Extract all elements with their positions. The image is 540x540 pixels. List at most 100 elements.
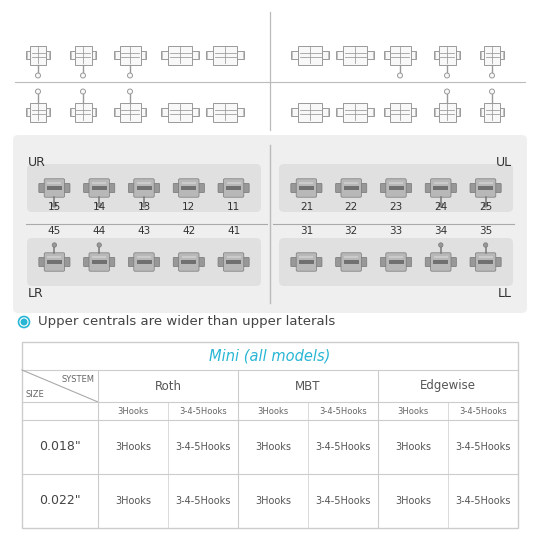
- FancyBboxPatch shape: [224, 253, 244, 271]
- FancyBboxPatch shape: [360, 258, 367, 267]
- Circle shape: [97, 203, 102, 207]
- Bar: [299, 181, 313, 184]
- Bar: [92, 255, 106, 258]
- Circle shape: [52, 203, 57, 207]
- FancyBboxPatch shape: [279, 164, 513, 212]
- Bar: [336, 51, 343, 59]
- FancyBboxPatch shape: [360, 184, 367, 193]
- Bar: [389, 103, 410, 122]
- Text: 31: 31: [300, 226, 313, 236]
- Bar: [119, 103, 140, 122]
- FancyBboxPatch shape: [296, 179, 316, 197]
- FancyBboxPatch shape: [296, 253, 316, 271]
- FancyBboxPatch shape: [341, 179, 361, 197]
- FancyBboxPatch shape: [336, 258, 343, 267]
- FancyBboxPatch shape: [107, 184, 115, 193]
- Text: 3Hooks: 3Hooks: [117, 407, 148, 415]
- Bar: [113, 107, 119, 116]
- Circle shape: [127, 73, 132, 78]
- FancyBboxPatch shape: [13, 135, 527, 313]
- Bar: [434, 255, 448, 258]
- Circle shape: [80, 73, 85, 78]
- Circle shape: [80, 89, 85, 94]
- FancyBboxPatch shape: [425, 258, 433, 267]
- Bar: [227, 181, 241, 184]
- Bar: [192, 51, 199, 59]
- Text: 3Hooks: 3Hooks: [115, 496, 151, 506]
- Bar: [48, 255, 62, 258]
- Bar: [299, 186, 314, 190]
- Text: SIZE: SIZE: [26, 390, 45, 399]
- Bar: [389, 45, 410, 64]
- Bar: [389, 181, 403, 184]
- Text: 3-4-5Hooks: 3-4-5Hooks: [176, 442, 231, 452]
- FancyBboxPatch shape: [84, 184, 91, 193]
- Bar: [75, 103, 91, 122]
- Bar: [367, 107, 374, 116]
- Text: Roth: Roth: [154, 380, 181, 393]
- FancyBboxPatch shape: [218, 258, 225, 267]
- Circle shape: [36, 89, 40, 94]
- Text: 3Hooks: 3Hooks: [255, 442, 291, 452]
- Bar: [299, 260, 314, 264]
- Text: MBT: MBT: [295, 380, 321, 393]
- FancyBboxPatch shape: [449, 184, 456, 193]
- Bar: [291, 107, 298, 116]
- Bar: [388, 186, 403, 190]
- FancyBboxPatch shape: [430, 253, 451, 271]
- Text: 13: 13: [137, 202, 151, 212]
- Circle shape: [483, 203, 488, 207]
- Bar: [383, 107, 389, 116]
- FancyBboxPatch shape: [494, 258, 501, 267]
- Text: 41: 41: [227, 226, 240, 236]
- Bar: [480, 107, 484, 116]
- Bar: [181, 260, 197, 264]
- Bar: [478, 181, 492, 184]
- Bar: [438, 45, 456, 64]
- Circle shape: [489, 73, 495, 78]
- Bar: [206, 51, 213, 59]
- Text: UR: UR: [28, 156, 46, 169]
- Bar: [478, 186, 493, 190]
- Bar: [168, 45, 192, 64]
- Bar: [500, 51, 504, 59]
- FancyBboxPatch shape: [470, 258, 477, 267]
- Bar: [161, 107, 168, 116]
- Bar: [484, 103, 500, 122]
- Bar: [480, 51, 484, 59]
- FancyBboxPatch shape: [134, 179, 154, 197]
- Bar: [140, 107, 146, 116]
- Text: 45: 45: [48, 226, 61, 236]
- FancyBboxPatch shape: [27, 238, 261, 286]
- FancyBboxPatch shape: [242, 184, 249, 193]
- Text: 22: 22: [345, 202, 358, 212]
- Text: 0.018": 0.018": [39, 441, 81, 454]
- Text: Mini (all models): Mini (all models): [210, 348, 330, 363]
- Bar: [343, 45, 367, 64]
- Bar: [70, 107, 75, 116]
- Text: 3-4-5Hooks: 3-4-5Hooks: [455, 496, 511, 506]
- Bar: [91, 51, 96, 59]
- Circle shape: [127, 89, 132, 94]
- FancyBboxPatch shape: [291, 184, 298, 193]
- Bar: [137, 181, 151, 184]
- FancyBboxPatch shape: [315, 184, 322, 193]
- Bar: [161, 51, 168, 59]
- Bar: [46, 107, 50, 116]
- FancyBboxPatch shape: [84, 258, 91, 267]
- FancyBboxPatch shape: [63, 184, 70, 193]
- Bar: [367, 51, 374, 59]
- FancyBboxPatch shape: [336, 184, 343, 193]
- Bar: [226, 260, 241, 264]
- Text: 12: 12: [182, 202, 195, 212]
- Bar: [237, 107, 244, 116]
- Bar: [484, 45, 500, 64]
- Bar: [182, 255, 196, 258]
- FancyBboxPatch shape: [197, 184, 204, 193]
- Bar: [410, 107, 416, 116]
- Bar: [383, 51, 389, 59]
- Bar: [47, 260, 62, 264]
- Text: 3-4-5Hooks: 3-4-5Hooks: [315, 442, 370, 452]
- FancyBboxPatch shape: [494, 184, 501, 193]
- FancyBboxPatch shape: [39, 184, 46, 193]
